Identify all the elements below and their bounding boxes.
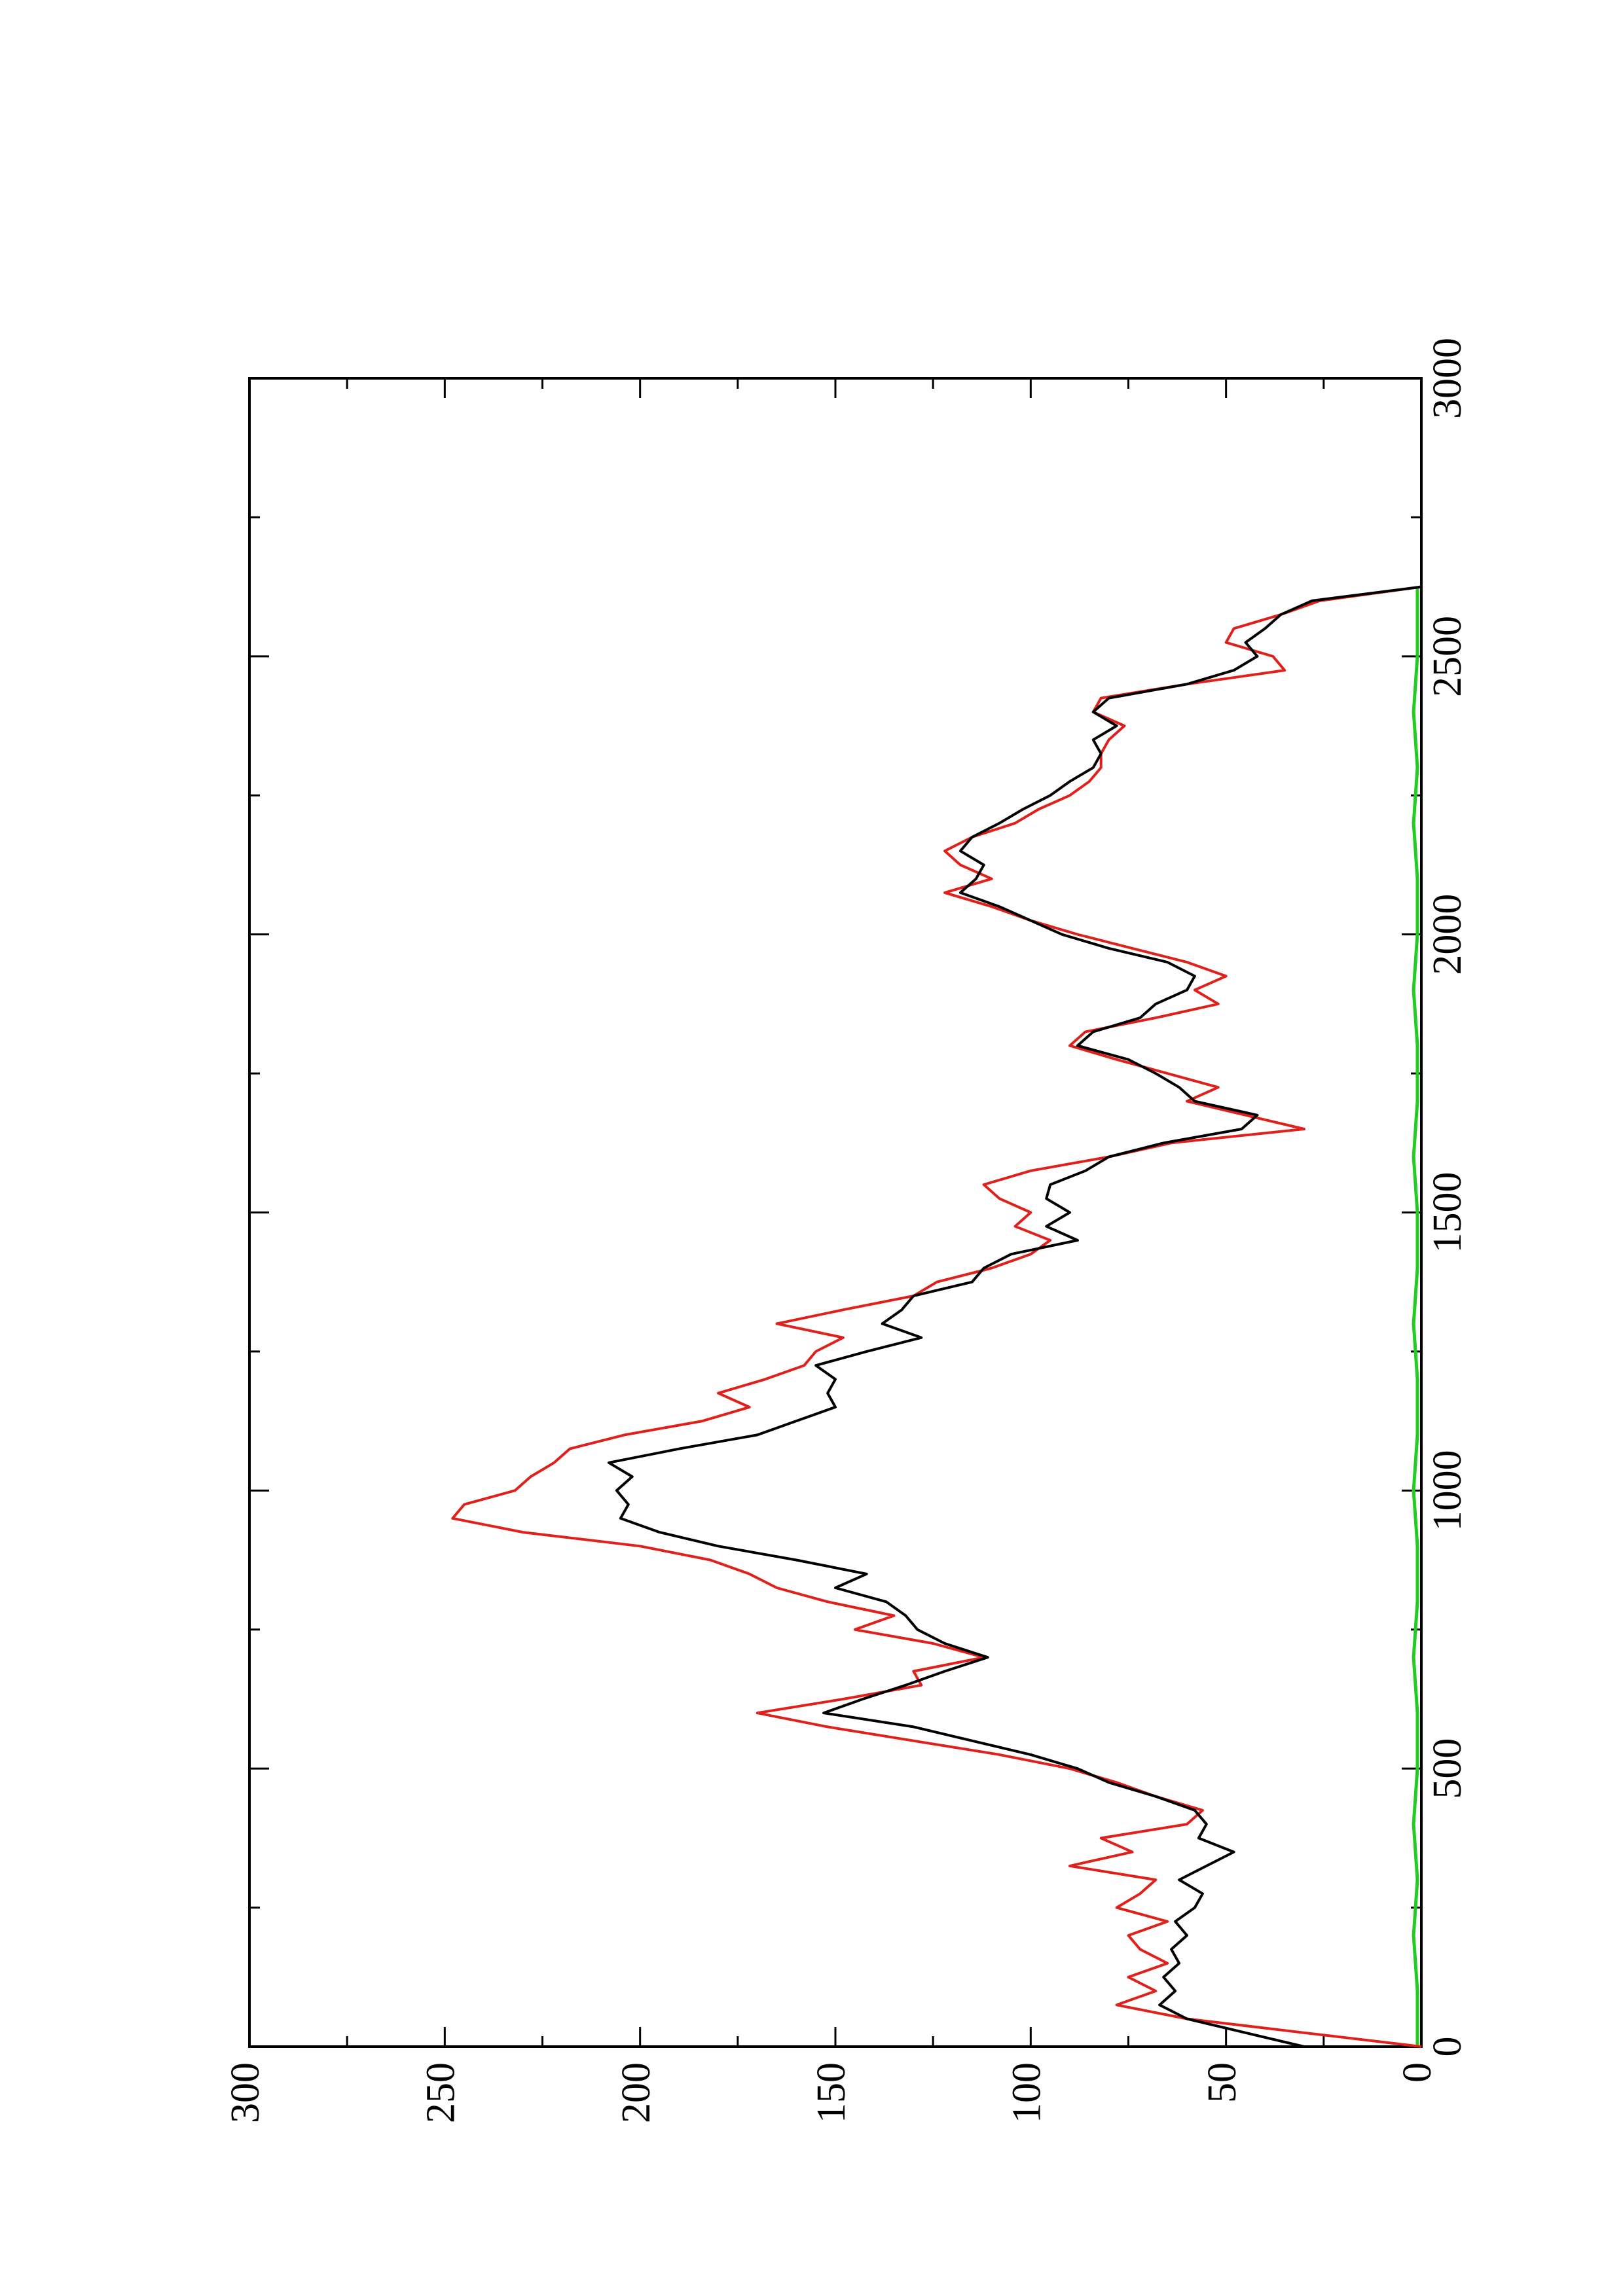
plot-frame: [248, 377, 1423, 2048]
x-tick-label: 2000: [1425, 894, 1470, 975]
y-tick-label: 300: [223, 2062, 268, 2123]
y-tick-label: 100: [1005, 2062, 1049, 2123]
series-line-1: [607, 585, 1422, 2048]
x-tick-label: 3000: [1425, 338, 1470, 419]
x-tick-label: 1500: [1425, 1172, 1470, 1253]
x-tick-label: 2500: [1425, 616, 1470, 697]
y-tick-label: 0: [1395, 2062, 1440, 2083]
ticks-layer: [248, 377, 1423, 2048]
x-tick-label: 1000: [1425, 1450, 1470, 1531]
series-line-3: [1412, 586, 1419, 2047]
series-layer: [451, 585, 1422, 2048]
series-line-2: [451, 585, 1422, 2048]
y-tick-label: 200: [614, 2062, 659, 2123]
y-tick-label: 150: [809, 2062, 854, 2123]
tick-labels-layer: 0 500 1000 1500 2000 2500 3000 0 50 100 150 200 250 3…: [223, 338, 1470, 2123]
x-tick-label: 0: [1425, 2037, 1470, 2057]
y-tick-label: 50: [1200, 2062, 1245, 2103]
y-tick-label: 250: [419, 2062, 464, 2123]
x-tick-label: 500: [1425, 1738, 1470, 1799]
